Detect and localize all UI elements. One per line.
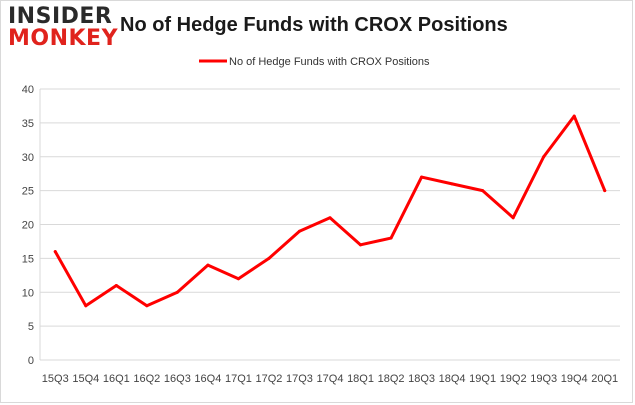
y-tick-label: 10	[22, 287, 34, 299]
data-point	[481, 189, 485, 193]
data-point	[84, 304, 88, 308]
y-tick-label: 40	[22, 84, 34, 96]
data-point	[53, 250, 57, 254]
x-tick-label: 15Q4	[72, 373, 99, 385]
data-point	[511, 216, 515, 220]
data-point	[328, 216, 332, 220]
data-point	[114, 283, 118, 287]
x-tick-label: 19Q1	[469, 373, 496, 385]
x-tick-label: 19Q2	[500, 373, 527, 385]
data-point	[389, 236, 393, 240]
x-tick-label: 19Q4	[561, 373, 588, 385]
x-tick-label: 20Q1	[591, 373, 618, 385]
logo-line-2: MONKEY	[8, 26, 119, 51]
series-layer	[53, 114, 607, 308]
legend: No of Hedge Funds with CROX Positions	[199, 56, 430, 68]
data-point	[206, 263, 210, 267]
data-point	[175, 290, 179, 294]
x-tick-label: 16Q4	[194, 373, 221, 385]
x-tick-label: 17Q2	[255, 373, 282, 385]
x-tick-label: 19Q3	[530, 373, 557, 385]
data-point	[359, 243, 363, 247]
data-point	[603, 189, 607, 193]
x-tick-label: 17Q3	[286, 373, 313, 385]
x-tick-label: 16Q1	[103, 373, 130, 385]
data-point	[542, 155, 546, 159]
chart-title: No of Hedge Funds with CROX Positions	[120, 14, 508, 36]
x-tick-label: 15Q3	[42, 373, 69, 385]
x-tick-label: 17Q1	[225, 373, 252, 385]
y-tick-label: 20	[22, 220, 34, 232]
data-point	[236, 277, 240, 281]
x-tick-label: 18Q4	[439, 373, 466, 385]
data-point	[450, 182, 454, 186]
y-tick-label: 30	[22, 152, 34, 164]
x-tick-label: 16Q2	[133, 373, 160, 385]
insider-monkey-logo: INSIDER MONKEY	[8, 4, 119, 52]
y-axis: 0 5 10 15 20 25 30 35 40	[22, 84, 41, 367]
y-tick-label: 0	[28, 355, 34, 367]
y-tick-label: 5	[28, 321, 34, 333]
y-tick-label: 35	[22, 118, 34, 130]
data-point	[267, 256, 271, 260]
grid-lines	[40, 88, 620, 361]
data-point	[420, 175, 424, 179]
data-point	[145, 304, 149, 308]
x-tick-label: 16Q3	[164, 373, 191, 385]
x-axis: 15Q3 15Q4 16Q1 16Q2 16Q3 16Q4 17Q1 17Q2 17Q3 17Q4…	[42, 373, 618, 385]
x-tick-label: 18Q1	[347, 373, 374, 385]
data-point	[572, 114, 576, 118]
x-tick-label: 18Q3	[408, 373, 435, 385]
x-tick-label: 17Q4	[317, 373, 344, 385]
series-line	[53, 114, 607, 308]
data-point	[297, 229, 301, 233]
logo-line-1: INSIDER	[8, 4, 113, 29]
y-tick-label: 25	[22, 186, 34, 198]
x-tick-label: 18Q2	[378, 373, 405, 385]
y-tick-label: 15	[22, 253, 34, 265]
legend-label: No of Hedge Funds with CROX Positions	[229, 56, 430, 68]
